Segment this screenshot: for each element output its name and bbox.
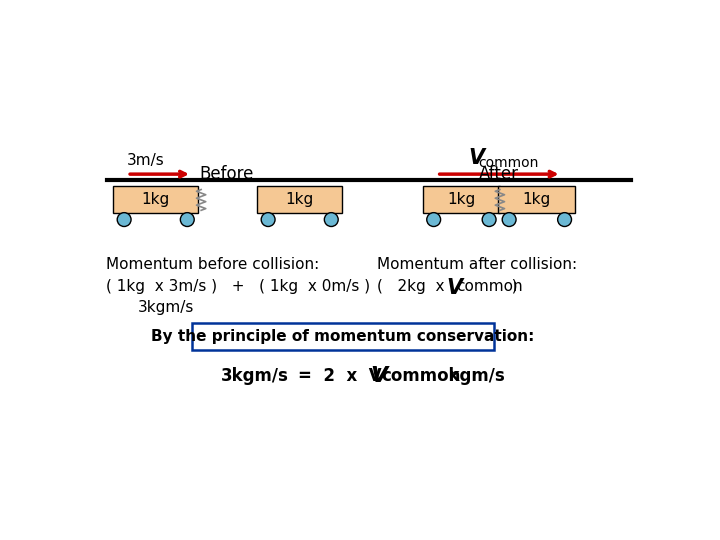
Text: V: V (446, 278, 462, 298)
Circle shape (261, 213, 275, 226)
Bar (257, 186, 342, 213)
Circle shape (324, 213, 338, 226)
Text: 3m/s: 3m/s (127, 153, 165, 168)
Bar (423, 186, 500, 213)
Circle shape (558, 213, 572, 226)
Text: V: V (468, 148, 485, 168)
Text: common: common (382, 367, 461, 384)
Text: ( 1kg  x 3m/s )   +   ( 1kg  x 0m/s ): ( 1kg x 3m/s ) + ( 1kg x 0m/s ) (106, 279, 370, 294)
Bar (192, 323, 494, 350)
Text: ): ) (503, 279, 518, 294)
Circle shape (117, 213, 131, 226)
Circle shape (482, 213, 496, 226)
Text: =  2  x  V: = 2 x V (298, 367, 382, 384)
Text: Momentum after collision:: Momentum after collision: (377, 257, 577, 272)
Text: 1kg: 1kg (286, 192, 314, 207)
Text: 3kgm/s: 3kgm/s (138, 300, 194, 315)
Text: After: After (479, 165, 519, 183)
Text: Momentum before collision:: Momentum before collision: (106, 257, 319, 272)
Bar (113, 186, 198, 213)
Text: 3kgm/s: 3kgm/s (221, 367, 289, 384)
Text: 1kg: 1kg (142, 192, 170, 207)
Bar (498, 186, 575, 213)
Circle shape (427, 213, 441, 226)
Text: (   2kg  x: ( 2kg x (377, 279, 454, 294)
Circle shape (180, 213, 194, 226)
Text: common: common (478, 156, 539, 170)
Text: kgm/s: kgm/s (437, 367, 505, 384)
Text: common: common (456, 279, 523, 294)
Text: Before: Before (199, 165, 253, 183)
Text: By the principle of momentum conservation:: By the principle of momentum conservatio… (151, 329, 534, 344)
Text: 1kg: 1kg (447, 192, 475, 207)
Text: V: V (371, 366, 388, 386)
Circle shape (503, 213, 516, 226)
Text: 1kg: 1kg (523, 192, 551, 207)
